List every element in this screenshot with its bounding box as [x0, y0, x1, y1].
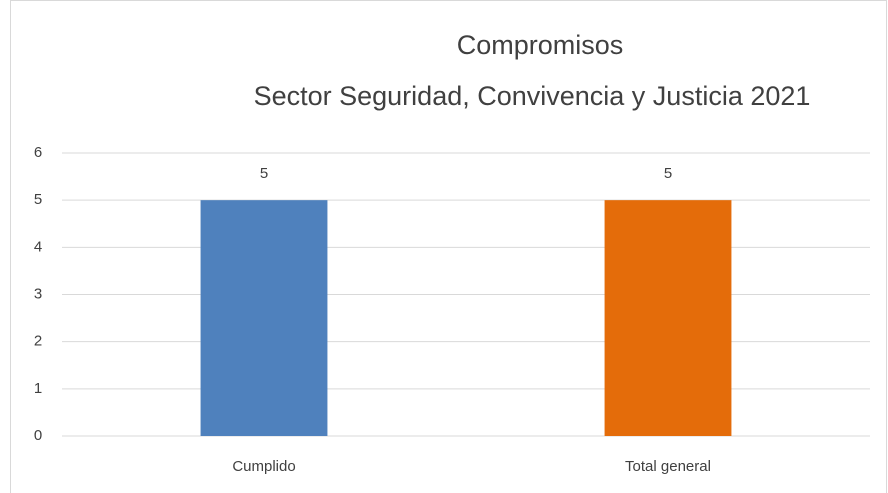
y-tick-label: 1: [34, 380, 42, 397]
y-tick-label: 3: [34, 285, 42, 302]
data-label: 5: [664, 165, 672, 182]
data-label: 5: [260, 165, 268, 182]
x-tick-label: Cumplido: [232, 458, 295, 475]
y-tick-label: 0: [34, 427, 42, 444]
chart-title: Compromisos: [457, 30, 624, 60]
y-tick-label: 5: [34, 191, 42, 208]
bar: [604, 200, 732, 436]
bar: [200, 200, 328, 436]
y-tick-label: 6: [34, 144, 42, 161]
y-tick-label: 2: [34, 333, 42, 350]
chart-subtitle: Sector Seguridad, Convivencia y Justicia…: [254, 81, 811, 111]
chart-border: [10, 0, 887, 493]
y-tick-label: 4: [34, 238, 42, 255]
x-tick-label: Total general: [625, 458, 711, 475]
